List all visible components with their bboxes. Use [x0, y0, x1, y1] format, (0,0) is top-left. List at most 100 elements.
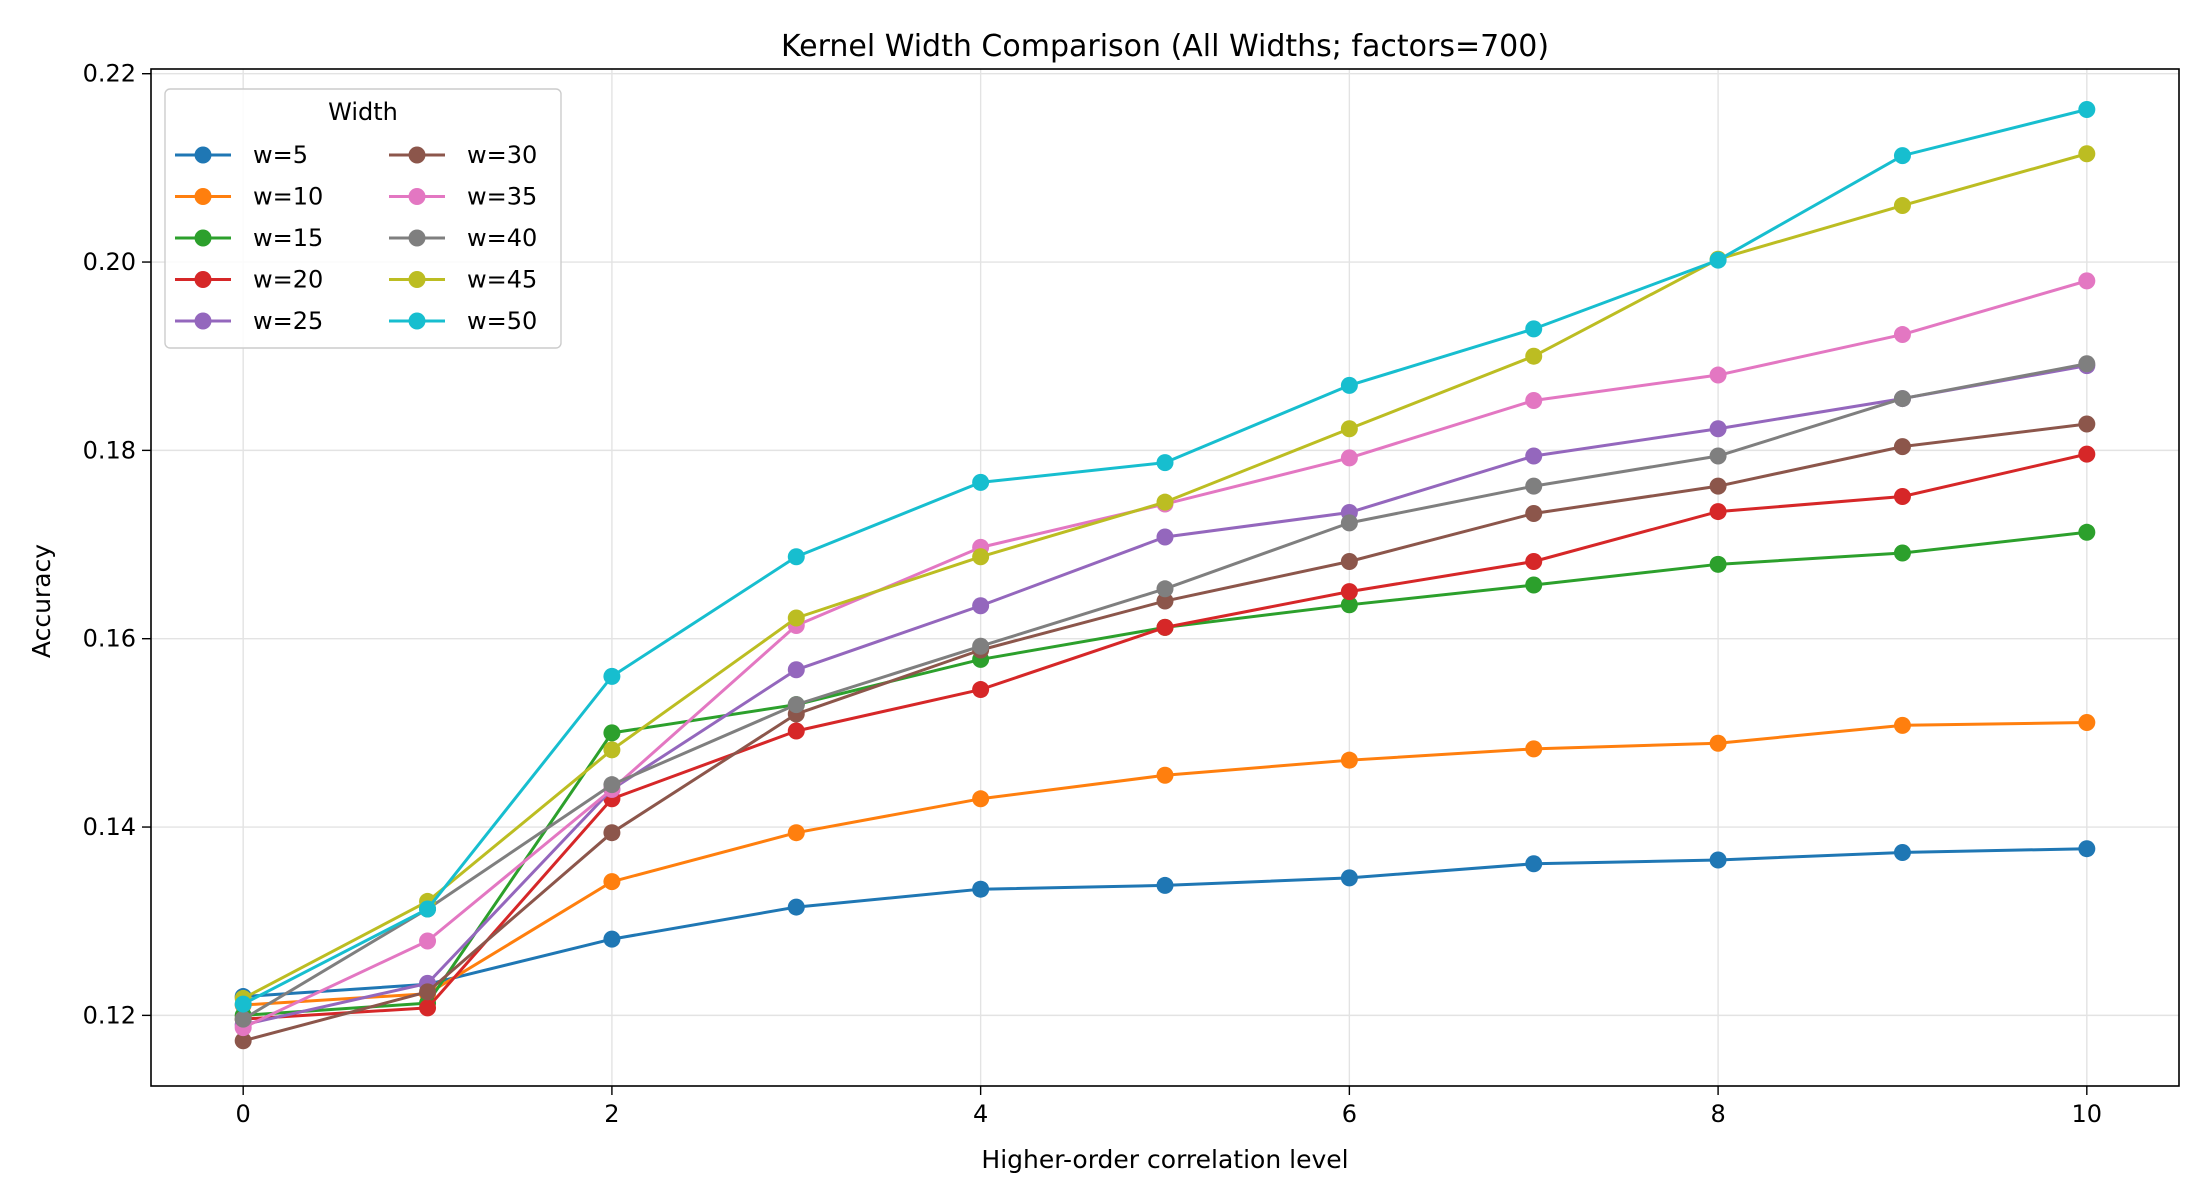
legend-marker [408, 146, 426, 164]
data-point-w40 [603, 776, 621, 794]
x-tick-label: 2 [604, 1100, 619, 1128]
data-point-w30 [234, 1032, 252, 1050]
data-point-w20 [1525, 552, 1543, 570]
data-point-w40 [972, 637, 990, 655]
series-line-w5 [243, 847, 2087, 999]
data-point-w15 [1525, 576, 1543, 594]
legend-label: w=15 [253, 224, 323, 252]
legend-box [164, 88, 562, 349]
data-point-w35 [419, 932, 437, 950]
data-point-w30 [2078, 415, 2096, 433]
series-lines [234, 100, 2096, 1050]
legend-marker [194, 146, 212, 164]
y-tick-label: 0.18 [83, 436, 136, 464]
legend-title: Width [328, 98, 398, 126]
data-point-w40 [1156, 580, 1174, 598]
data-point-w50 [2078, 100, 2096, 118]
data-point-w5 [787, 898, 805, 916]
data-point-w30 [419, 983, 437, 1001]
legend-marker [194, 271, 212, 288]
data-point-w40 [1893, 390, 1911, 408]
data-point-w10 [1156, 766, 1174, 784]
data-point-w50 [787, 548, 805, 566]
data-point-w35 [1709, 366, 1727, 384]
data-point-w40 [1340, 514, 1358, 532]
legend-item: w=20 [175, 266, 323, 294]
data-point-w30 [1156, 592, 1174, 610]
data-point-w10 [603, 873, 621, 891]
legend-label: w=45 [467, 266, 537, 294]
series-w35 [234, 272, 2096, 1037]
data-point-w50 [603, 667, 621, 685]
legend-marker [408, 188, 426, 205]
data-point-w10 [972, 790, 990, 808]
y-axis-ticks: 0.12 0.14 0.16 0.18 0.20 0.22 [83, 60, 151, 1029]
x-tick-label: 4 [973, 1100, 988, 1128]
data-point-w10 [1893, 716, 1911, 734]
legend-item: w=35 [389, 183, 537, 211]
legend-marker [194, 229, 212, 247]
legend-marker [194, 188, 212, 205]
data-point-w45 [1525, 347, 1543, 365]
data-point-w35 [1340, 449, 1358, 467]
y-tick-label: 0.16 [83, 625, 136, 653]
legend-item: w=5 [175, 141, 308, 169]
x-tick-label: 10 [2072, 1100, 2103, 1128]
data-point-w15 [1893, 544, 1911, 562]
legend: Width w=5 w=10 w=15 w=20 w=25 w=30 w=35 w=40 w=45… [164, 88, 562, 349]
data-point-w50 [419, 900, 437, 918]
series-line-w35 [242, 279, 2088, 1029]
legend-marker [408, 312, 426, 330]
legend-label: w=35 [467, 183, 537, 211]
data-point-w5 [1709, 851, 1727, 869]
data-point-w20 [2078, 445, 2096, 463]
data-point-w40 [1525, 477, 1543, 495]
chart-title: Kernel Width Comparison (All Widths; fac… [781, 29, 1549, 64]
data-point-w40 [787, 696, 805, 714]
data-point-w50 [234, 995, 252, 1013]
data-point-w25 [787, 661, 805, 679]
legend-item: w=10 [175, 183, 323, 211]
data-point-w20 [1156, 618, 1174, 636]
y-tick-label: 0.20 [83, 248, 136, 276]
legend-item: w=25 [175, 307, 323, 335]
data-point-w15 [603, 724, 621, 742]
data-point-w10 [1340, 751, 1358, 769]
data-point-w5 [1340, 869, 1358, 887]
data-point-w20 [1893, 488, 1911, 506]
data-point-w50 [1525, 320, 1543, 338]
legend-item: w=40 [389, 224, 537, 252]
data-point-w5 [1525, 855, 1543, 873]
data-point-w45 [1156, 493, 1174, 511]
data-point-w20 [787, 722, 805, 740]
y-tick-label: 0.12 [83, 1001, 136, 1029]
data-point-w45 [1893, 197, 1911, 215]
data-point-w50 [1709, 251, 1727, 269]
x-axis-ticks: 0 2 4 6 8 10 [236, 1086, 2103, 1128]
data-point-w20 [972, 681, 990, 699]
data-point-w5 [2078, 840, 2096, 858]
x-tick-label: 8 [1710, 1100, 1725, 1128]
data-point-w15 [1340, 596, 1358, 614]
data-point-w10 [1709, 734, 1727, 752]
series-w40 [234, 355, 2096, 1028]
series-w5 [234, 840, 2096, 1006]
data-point-w45 [2078, 145, 2096, 163]
data-point-w5 [972, 880, 990, 898]
data-point-w10 [787, 824, 805, 842]
data-point-w10 [2078, 714, 2096, 732]
data-point-w50 [1340, 376, 1358, 394]
data-point-w30 [1709, 477, 1727, 495]
legend-item: w=45 [389, 266, 537, 294]
x-axis-label: Higher-order correlation level [981, 1145, 1348, 1174]
data-point-w5 [1893, 843, 1911, 861]
data-point-w25 [1156, 528, 1174, 546]
legend-marker [408, 229, 426, 247]
legend-label: w=40 [467, 224, 537, 252]
legend-item: w=50 [389, 307, 537, 335]
data-point-w5 [1156, 876, 1174, 894]
series-w10 [234, 714, 2096, 1014]
data-point-w50 [972, 473, 990, 491]
legend-label: w=30 [467, 141, 537, 169]
